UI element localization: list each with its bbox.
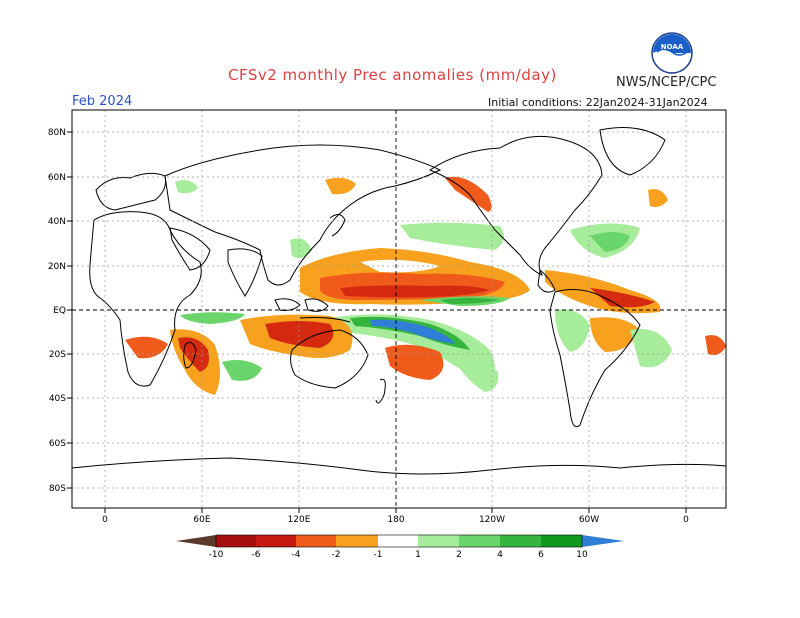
dry-region-brazil bbox=[590, 317, 640, 352]
lon-ticks bbox=[104, 508, 687, 513]
wet-region-itcz-core bbox=[440, 298, 500, 304]
colorbar-label: -10 bbox=[209, 550, 224, 560]
colorbar-label: 4 bbox=[497, 550, 503, 560]
map-frame bbox=[71, 109, 727, 509]
wet-region-south-atlantic bbox=[630, 328, 672, 368]
colorbar-label: -1 bbox=[374, 550, 383, 560]
colorbar-label: 6 bbox=[538, 550, 544, 560]
colorbar-labels: -10 -6 -4 -2 -1 1 2 4 6 10 bbox=[209, 550, 588, 560]
colorbar-label: -4 bbox=[292, 550, 301, 560]
noaa-logo-icon: NOAA bbox=[651, 32, 693, 74]
neutral-patch-pacific bbox=[360, 259, 440, 273]
wet-region-south-indian bbox=[222, 360, 262, 381]
dry-region-maritime-continent-core bbox=[265, 321, 334, 348]
lat-label: 80S bbox=[49, 484, 66, 494]
colorbar-segment bbox=[378, 535, 418, 547]
coastlines bbox=[72, 127, 726, 475]
lat-label: 40S bbox=[49, 394, 66, 404]
lat-label: 20S bbox=[49, 350, 66, 360]
wet-region-indian-ocean bbox=[180, 312, 245, 324]
map-gridlines bbox=[72, 110, 726, 508]
lat-label: EQ bbox=[53, 306, 66, 316]
map-reference-lines bbox=[72, 110, 726, 508]
colorbar-label: -2 bbox=[332, 550, 341, 560]
colorbar-low-arrow bbox=[176, 535, 216, 547]
colorbar-segment bbox=[336, 535, 378, 547]
lon-label: 0 bbox=[102, 515, 108, 525]
dry-region-siberia bbox=[325, 177, 356, 195]
wet-region-spcz-core bbox=[370, 319, 455, 344]
wet-region-spcz bbox=[330, 314, 495, 385]
lat-label: 20N bbox=[48, 262, 66, 272]
wet-region-central-asia bbox=[175, 180, 198, 194]
lon-labels: 0 60E 120E 180 120W 60W 0 bbox=[102, 515, 689, 525]
colorbar-label: 10 bbox=[576, 550, 588, 560]
chart-title: CFSv2 monthly Prec anomalies (mm/day) bbox=[228, 66, 557, 84]
lat-ticks bbox=[67, 131, 72, 489]
colorbar-high-arrow bbox=[582, 535, 624, 547]
agency-label: NWS/NCEP/CPC bbox=[616, 75, 717, 90]
colorbar-label: -6 bbox=[252, 550, 261, 560]
colorbar-segment bbox=[256, 535, 296, 547]
wet-region-east-australia bbox=[455, 359, 499, 392]
wet-region-south-america bbox=[555, 309, 590, 352]
colorbar bbox=[176, 534, 624, 548]
lat-label: 40N bbox=[48, 217, 66, 227]
wet-region-north-pacific bbox=[400, 222, 504, 250]
dry-region-north-atlantic-east bbox=[648, 189, 668, 208]
lon-label: 120W bbox=[479, 515, 505, 525]
lat-label: 60N bbox=[48, 173, 66, 183]
dry-region-tropical-atlantic-core bbox=[590, 288, 655, 308]
initial-conditions-label: Initial conditions: 22Jan2024-31Jan2024 bbox=[488, 96, 708, 109]
month-label: Feb 2024 bbox=[72, 94, 133, 109]
colorbar-segment bbox=[459, 535, 500, 547]
dry-region-gulf-alaska bbox=[445, 176, 492, 212]
lon-label: 60E bbox=[193, 515, 210, 525]
colorbar-segment bbox=[216, 535, 256, 547]
wet-region-india bbox=[290, 238, 312, 258]
lat-label: 80N bbox=[48, 128, 66, 138]
lon-label: 0 bbox=[683, 515, 689, 525]
dry-region-south-pacific bbox=[385, 344, 444, 380]
lon-label: 180 bbox=[387, 515, 404, 525]
lon-label: 120E bbox=[288, 515, 311, 525]
dry-region-north-pacific-strong bbox=[340, 285, 490, 298]
colorbar-segment bbox=[296, 535, 336, 547]
colorbar-label: 2 bbox=[456, 550, 462, 560]
noaa-logo-text: NOAA bbox=[661, 43, 684, 51]
colorbar-label: 1 bbox=[415, 550, 421, 560]
lat-labels: 80N 60N 40N 20N EQ 20S 40S 60S 80S bbox=[48, 128, 66, 494]
colorbar-segment bbox=[541, 535, 582, 547]
dry-region-madagascar-core bbox=[178, 337, 209, 372]
anomaly-layer bbox=[125, 176, 726, 395]
colorbar-segment bbox=[500, 535, 541, 547]
colorbar-segment bbox=[418, 535, 459, 547]
lon-label: 60W bbox=[579, 515, 599, 525]
dry-region-east-atlantic bbox=[705, 335, 726, 355]
lat-label: 60S bbox=[49, 439, 66, 449]
wet-region-north-atlantic-core bbox=[590, 232, 630, 252]
dry-region-southern-africa bbox=[125, 336, 168, 359]
